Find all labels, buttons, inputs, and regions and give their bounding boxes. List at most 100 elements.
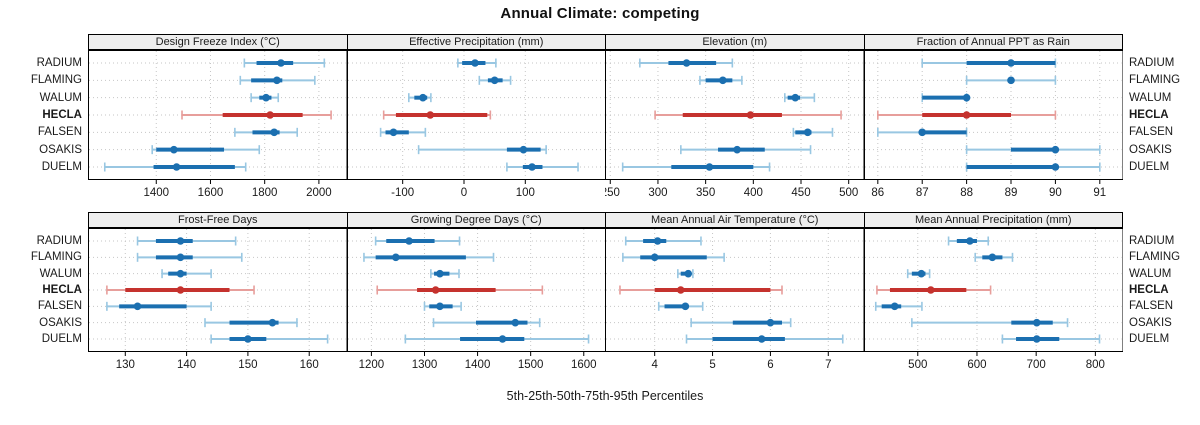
station-label-right-radium: RADIUM bbox=[1129, 57, 1175, 69]
series-hecla bbox=[375, 285, 543, 295]
series-hecla bbox=[876, 110, 1056, 120]
station-label-right-falsen: FALSEN bbox=[1129, 126, 1174, 139]
series-duelm bbox=[103, 162, 247, 172]
series-radium bbox=[639, 58, 734, 68]
station-label-left-hecla: HECLA bbox=[42, 284, 82, 296]
panel-plot-mean-annual-air-temperature-c: 4 5 6 7 bbox=[605, 228, 865, 371]
station-label-left-radium: RADIUM bbox=[36, 235, 82, 247]
series-falsen bbox=[234, 127, 299, 137]
series-hecla bbox=[181, 110, 332, 120]
series-flaming bbox=[965, 75, 1056, 85]
tick-label: 1400 bbox=[464, 359, 490, 371]
tick-label: 86 bbox=[871, 187, 884, 199]
station-label-right-flaming: FLAMING bbox=[1129, 251, 1181, 264]
series-flaming bbox=[699, 75, 743, 85]
series-osakis bbox=[910, 318, 1068, 328]
x-axis: 1400 1600 1800 2000 bbox=[143, 179, 332, 199]
tick-label: -100 bbox=[391, 187, 414, 199]
tick-label: 700 bbox=[1026, 359, 1045, 371]
tick-label: 87 bbox=[915, 187, 928, 199]
series-walum bbox=[783, 93, 816, 103]
tick-label: 1800 bbox=[252, 187, 278, 199]
x-axis: 4 5 6 7 bbox=[651, 351, 831, 371]
tick-label: 400 bbox=[744, 187, 763, 199]
series-radium bbox=[624, 236, 702, 246]
series-walum bbox=[161, 269, 212, 279]
x-axis: -100 0 100 bbox=[391, 179, 534, 199]
tick-label: 150 bbox=[238, 359, 257, 371]
station-label-left-duelm: DUELM bbox=[41, 333, 82, 345]
series-falsen bbox=[423, 301, 462, 311]
panel-strip-elevation-m: Elevation (m) bbox=[605, 34, 865, 50]
series-hecla bbox=[654, 110, 842, 120]
panel-plot-design-freeze-index-c: 1400 1600 1800 2000 bbox=[88, 50, 348, 199]
station-label-right-flaming: FLAMING bbox=[1129, 74, 1181, 87]
series-falsen bbox=[106, 301, 212, 311]
station-label-right-walum: WALUM bbox=[1129, 91, 1172, 104]
series-falsen bbox=[792, 127, 834, 137]
station-label-right-radium: RADIUM bbox=[1129, 235, 1175, 247]
tick-label: 130 bbox=[116, 359, 135, 371]
tick-label: 88 bbox=[960, 187, 973, 199]
panel-plot-elevation-m: 250 300 350 400 450 500 bbox=[605, 50, 865, 199]
station-label-right-hecla: HECLA bbox=[1129, 109, 1169, 121]
series-osakis bbox=[432, 318, 540, 328]
series-walum bbox=[250, 93, 280, 103]
tick-label: 1400 bbox=[143, 187, 169, 199]
tick-label: 4 bbox=[651, 359, 658, 371]
tick-label: 5 bbox=[709, 359, 715, 371]
series-osakis bbox=[151, 145, 261, 155]
series-flaming bbox=[239, 75, 316, 85]
station-label-right-osakis: OSAKIS bbox=[1129, 143, 1172, 156]
series-walum bbox=[920, 93, 970, 103]
station-label-right-duelm: DUELM bbox=[1129, 161, 1170, 173]
series-falsen bbox=[657, 301, 704, 311]
series-falsen bbox=[379, 127, 426, 137]
station-label-right-walum: WALUM bbox=[1129, 267, 1172, 280]
tick-label: 1600 bbox=[198, 187, 224, 199]
tick-label: 91 bbox=[1093, 187, 1106, 199]
series-duelm bbox=[685, 334, 844, 344]
series-falsen bbox=[876, 127, 967, 137]
station-label-left-osakis: OSAKIS bbox=[39, 143, 82, 156]
station-label-left-walum: WALUM bbox=[39, 91, 82, 104]
station-label-right-duelm: DUELM bbox=[1129, 333, 1170, 345]
station-label-left-flaming: FLAMING bbox=[30, 74, 82, 87]
series-osakis bbox=[680, 145, 812, 155]
series-radium bbox=[456, 58, 497, 68]
tick-label: 1200 bbox=[358, 359, 384, 371]
series-radium bbox=[947, 236, 989, 246]
tick-label: 250 bbox=[605, 187, 620, 199]
tick-label: 160 bbox=[300, 359, 319, 371]
tick-label: 800 bbox=[1085, 359, 1104, 371]
series-radium bbox=[920, 58, 1056, 68]
series-flaming bbox=[362, 252, 494, 262]
series-hecla bbox=[382, 110, 491, 120]
series-duelm bbox=[210, 334, 329, 344]
series-flaming bbox=[136, 252, 243, 262]
tick-label: 450 bbox=[791, 187, 810, 199]
tick-label: 1300 bbox=[411, 359, 437, 371]
x-axis: 1200 1300 1400 1500 1600 bbox=[358, 351, 596, 371]
panel-border bbox=[863, 228, 1123, 352]
x-axis: 500 600 700 800 bbox=[908, 351, 1104, 371]
panel-strip-mean-annual-air-temperature-c: Mean Annual Air Temperature (°C) bbox=[605, 212, 865, 228]
station-label-left-walum: WALUM bbox=[39, 267, 82, 280]
tick-label: 500 bbox=[908, 359, 927, 371]
panel-plot-growing-degree-days-c: 1200 1300 1400 1500 1600 bbox=[346, 228, 606, 371]
series-osakis bbox=[204, 318, 298, 328]
series-walum bbox=[407, 93, 432, 103]
x-axis: 86 87 88 89 90 91 bbox=[871, 179, 1106, 199]
series-duelm bbox=[1001, 334, 1100, 344]
panel-plot-frost-free-days: 130 140 150 160 bbox=[88, 228, 348, 371]
series-flaming bbox=[622, 252, 725, 262]
series-osakis bbox=[965, 145, 1101, 155]
series-radium bbox=[374, 236, 460, 246]
panel-border bbox=[863, 50, 1123, 180]
tick-label: 7 bbox=[825, 359, 831, 371]
station-label-right-hecla: HECLA bbox=[1129, 284, 1169, 296]
series-hecla bbox=[875, 285, 991, 295]
x-axis: 250 300 350 400 450 500 bbox=[605, 179, 858, 199]
tick-label: 350 bbox=[696, 187, 715, 199]
